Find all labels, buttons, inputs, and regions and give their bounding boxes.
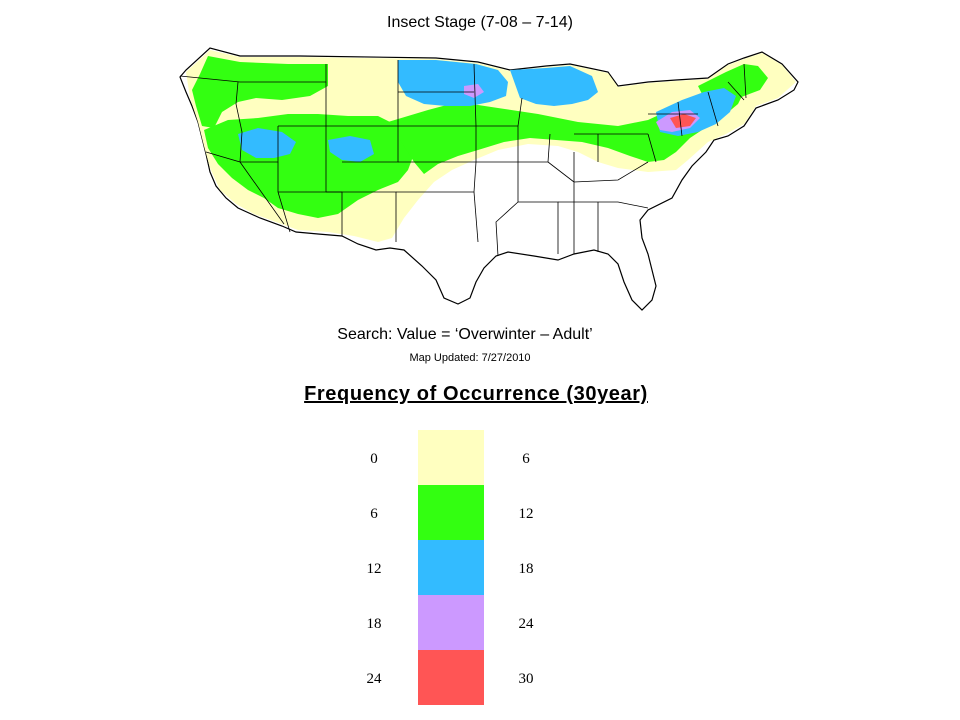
- zone-12-18-great-lakes: [510, 66, 598, 106]
- zone-12-18-west: [238, 128, 296, 158]
- legend-row-0: 0 6: [0, 430, 960, 485]
- legend-high-value: 6: [522, 451, 530, 467]
- zone-12-18-colorado: [328, 136, 374, 162]
- map-title: Insect Stage (7-08 – 7-14): [387, 14, 573, 31]
- legend-low-value: 18: [366, 616, 382, 632]
- legend-low-value: 24: [366, 671, 382, 687]
- legend-swatch-12-18: [418, 540, 484, 595]
- zone-6-12-plains-band: [388, 82, 744, 174]
- legend-high-value: 30: [518, 671, 534, 687]
- legend-swatch-24-30: [418, 650, 484, 705]
- zone-24-30-northeast: [670, 114, 696, 128]
- zone-12-18-dakotas: [398, 60, 508, 106]
- legend-high-value: 24: [518, 616, 534, 632]
- map-updated-label: Map Updated: 7/27/2010: [409, 352, 531, 364]
- legend-title: Frequency of Occurrence (30year): [304, 383, 648, 405]
- legend-low-value: 12: [366, 561, 382, 577]
- legend-swatch-6-12: [418, 485, 484, 540]
- zone-18-24-dakota: [464, 84, 484, 98]
- zone-6-12-northwest: [192, 56, 328, 128]
- legend-row-1: 6 12: [0, 485, 960, 540]
- legend-swatch-0-6: [418, 430, 484, 485]
- map-svg: [179, 47, 799, 311]
- legend-low-value: 6: [370, 506, 378, 522]
- legend-high-value: 12: [518, 506, 534, 522]
- legend-swatch-18-24: [418, 595, 484, 650]
- search-value-label: Search: Value = ‘Overwinter – Adult’: [337, 326, 593, 343]
- legend-row-4: 24 30: [0, 650, 960, 705]
- legend-row-3: 18 24: [0, 595, 960, 650]
- frequency-legend: 0 6 6 12 12 18 18 24 24 30: [0, 430, 960, 705]
- legend-high-value: 18: [518, 561, 534, 577]
- us-frequency-map: [178, 42, 818, 314]
- legend-low-value: 0: [370, 451, 378, 467]
- state-borders: [179, 60, 747, 257]
- legend-row-2: 12 18: [0, 540, 960, 595]
